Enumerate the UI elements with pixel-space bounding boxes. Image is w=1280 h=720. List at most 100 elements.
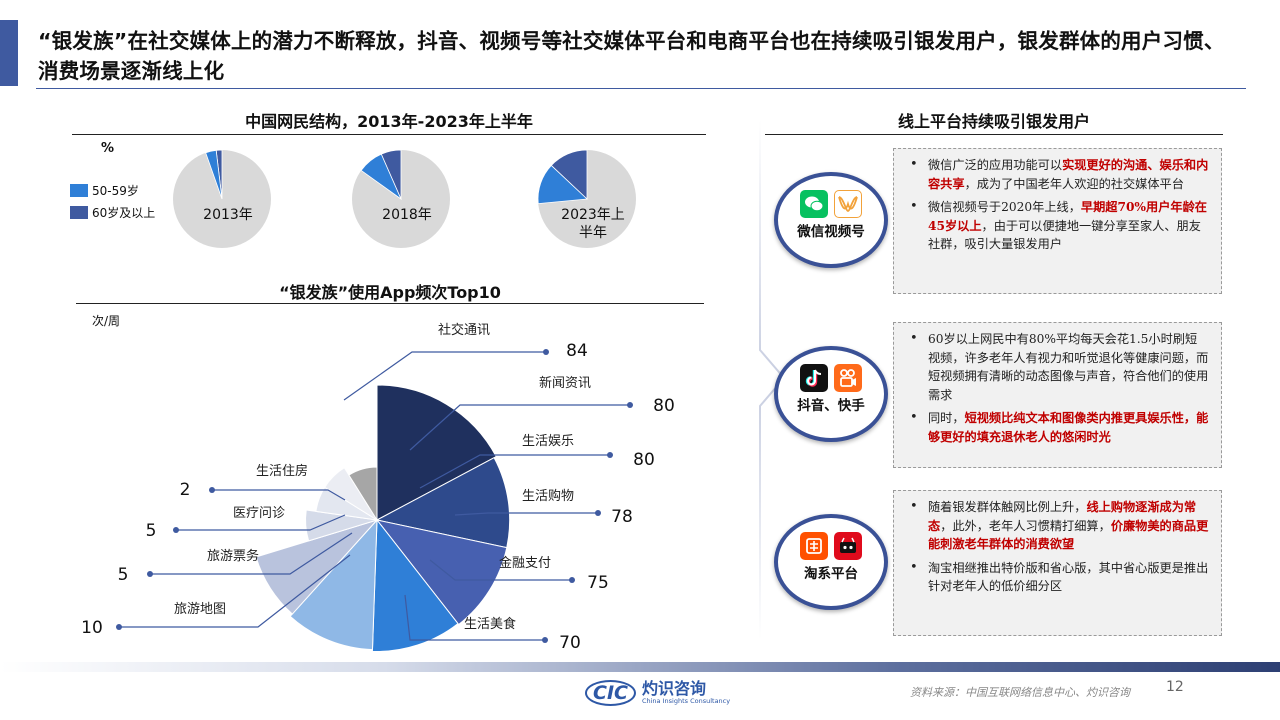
legend-item-60-plus: 60岁及以上 bbox=[70, 204, 155, 221]
card-douyin-bullets: 60岁以上网民中有80%平均每天会花1.5小时刷短视频，许多老年人有视力和听觉退… bbox=[906, 330, 1209, 446]
pie-section-title: 中国网民结构，2013年-2023年上半年 bbox=[245, 112, 533, 131]
card-taobao: 随着银发群体触网比例上升，线上购物逐渐成为常态，此外，老年人习惯精打细算，价廉物… bbox=[893, 490, 1222, 636]
rose-petal bbox=[375, 519, 508, 626]
rose-petal bbox=[255, 518, 379, 615]
card-wechat-channels: 微信广泛的应用功能可以实现更好的沟通、娱乐和内容共享，成为了中国老年人欢迎的社交… bbox=[893, 148, 1222, 294]
card-taobao-bullet-1: 随着银发群体触网比例上升，线上购物逐渐成为常态，此外，老年人习惯精打细算，价廉物… bbox=[906, 498, 1209, 554]
rose-leader-dot bbox=[147, 571, 153, 577]
highlight-text: 价廉物美的商品更能刺激老年群体的消费欲望 bbox=[928, 518, 1209, 552]
rose-section-title: “银发族”使用App频次Top10 bbox=[279, 283, 501, 302]
rose-value-label: 78 bbox=[611, 507, 633, 527]
bullet-text: ，成为了中国老年人欢迎的社交媒体平台 bbox=[964, 176, 1184, 191]
badge-wechat-channels: 微信视频号 bbox=[774, 172, 888, 268]
rose-leader-line bbox=[404, 594, 545, 641]
tmall-icon bbox=[834, 532, 862, 560]
rose-value-label: 80 bbox=[633, 450, 655, 470]
rose-category-label: 生活美食 bbox=[464, 616, 516, 632]
rose-value-label: 80 bbox=[653, 396, 675, 416]
rose-leader-dot bbox=[542, 637, 548, 643]
cic-logo-mark: CIC bbox=[585, 680, 636, 706]
pie-rest-slice bbox=[538, 150, 636, 248]
rose-section-rule bbox=[76, 303, 704, 304]
channels-icon bbox=[834, 190, 862, 218]
highlight-text: 线上购物逐渐成为常态 bbox=[928, 500, 1197, 533]
badge-label-taobao: 淘系平台 bbox=[804, 566, 858, 582]
rose-category-label: 旅游地图 bbox=[174, 602, 226, 617]
rose-value-label: 75 bbox=[587, 573, 609, 593]
rose-leader-dot bbox=[607, 452, 613, 458]
rose-value-label: 70 bbox=[559, 633, 581, 653]
rose-petal bbox=[371, 518, 459, 652]
badge-label-douyin: 抖音、快手 bbox=[797, 398, 865, 414]
badge-taobao: 淘系平台 bbox=[774, 514, 888, 610]
douyin-icon bbox=[800, 364, 828, 392]
rose-value-label: 5 bbox=[146, 521, 157, 541]
pie-slice-50-59 bbox=[205, 149, 223, 200]
rose-category-label: 金融支付 bbox=[499, 555, 551, 571]
rose-leader-dot bbox=[595, 510, 601, 516]
highlight-text: 早期超70%用户年龄在45岁以上 bbox=[928, 200, 1207, 233]
highlight-text: 实现更好的沟通、娱乐和内容共享 bbox=[928, 158, 1209, 191]
legend-item-50-59: 50-59岁 bbox=[70, 182, 139, 199]
rose-value-label: 5 bbox=[118, 565, 129, 585]
rose-leader-line bbox=[419, 454, 610, 489]
card-douyin-kuaishou: 60岁以上网民中有80%平均每天会花1.5小时刷短视频，许多老年人有视力和听觉退… bbox=[893, 322, 1222, 468]
page-number: 12 bbox=[1166, 679, 1184, 695]
rose-leader-line bbox=[212, 489, 346, 501]
bullet-text: ，由于可以便捷地一键分享至家人、朋友社群，吸引大量银发用户 bbox=[928, 218, 1201, 252]
rose-petal bbox=[376, 384, 497, 521]
rose-category-label: 新闻资讯 bbox=[539, 375, 591, 391]
footer-band bbox=[0, 662, 1280, 672]
platform-section-rule bbox=[765, 134, 1223, 135]
pie-category-label: 2013年 bbox=[203, 207, 253, 223]
pie-slice-60-plus bbox=[380, 149, 402, 200]
pie-rest-slice bbox=[173, 150, 271, 248]
title-rule bbox=[36, 88, 1246, 89]
card-wechat-bullet-2: 微信视频号于2020年上线，早期超70%用户年龄在45岁以上，由于可以便捷地一键… bbox=[906, 198, 1209, 254]
bullet-text: ，此外，老年人习惯精打细算， bbox=[940, 518, 1111, 533]
accent-bar bbox=[0, 20, 18, 86]
rose-category-label: 社交通讯 bbox=[438, 322, 490, 338]
wechat-icon bbox=[800, 190, 828, 218]
rose-category-label: 生活购物 bbox=[522, 488, 574, 504]
bullet-text: 微信视频号于2020年上线， bbox=[928, 200, 1081, 214]
rose-leader-dot bbox=[209, 487, 215, 493]
rose-leader-line bbox=[429, 559, 572, 581]
cic-logo: CIC 灼识咨询 China Insights Consultancy bbox=[585, 680, 730, 706]
rose-petal bbox=[315, 486, 378, 521]
rose-petal bbox=[289, 518, 378, 651]
rose-category-label: 生活住房 bbox=[256, 463, 308, 479]
card-douyin-bullet-2: 同时，短视频比纯文本和图像类内推更具娱乐性，能够更好的填充退休老人的悠闲时光 bbox=[906, 409, 1209, 446]
pie-section-rule bbox=[72, 134, 706, 135]
card-taobao-bullets: 随着银发群体触网比例上升，线上购物逐渐成为常态，此外，老年人习惯精打细算，价廉物… bbox=[906, 498, 1209, 596]
rose-leader-dot bbox=[543, 349, 549, 355]
legend-swatch-60-plus bbox=[70, 206, 88, 219]
pie-slice-50-59 bbox=[360, 153, 402, 201]
rose-leader-line bbox=[176, 514, 346, 531]
bullet-text: 随着银发群体触网比例上升， bbox=[928, 500, 1087, 514]
pie-category-label: 2018年 bbox=[382, 207, 432, 223]
rose-leader-line bbox=[119, 554, 351, 628]
rose-leader-line bbox=[150, 532, 353, 575]
kuaishou-icon bbox=[834, 364, 862, 392]
card-wechat-bullet-1: 微信广泛的应用功能可以实现更好的沟通、娱乐和内容共享，成为了中国老年人欢迎的社交… bbox=[906, 156, 1209, 193]
rose-unit-label: 次/周 bbox=[92, 314, 121, 328]
pie-slice-60-plus bbox=[550, 149, 588, 200]
pie-slice-60-plus bbox=[215, 149, 223, 200]
rose-leader-dot bbox=[569, 577, 575, 583]
rose-petal bbox=[375, 457, 511, 549]
page-title: “银发族”在社交媒体上的潜力不断释放，抖音、视频号等社交媒体平台和电商平台也在持… bbox=[38, 29, 1225, 83]
platform-section-title: 线上平台持续吸引银发用户 bbox=[897, 112, 1090, 131]
rose-leader-line bbox=[343, 351, 546, 401]
badge-label-wechat: 微信视频号 bbox=[797, 224, 865, 240]
legend-swatch-50-59 bbox=[70, 184, 88, 197]
rose-leader-line bbox=[454, 512, 598, 516]
badge-douyin-kuaishou: 抖音、快手 bbox=[774, 346, 888, 442]
bullet-text: 60岁以上网民中有80%平均每天会花1.5小时刷短视频，许多老年人有视力和听觉退… bbox=[928, 332, 1209, 402]
rose-petal bbox=[324, 467, 378, 521]
rose-category-label: 生活娱乐 bbox=[522, 434, 574, 449]
rose-value-label: 10 bbox=[81, 618, 103, 638]
rose-category-label: 旅游票务 bbox=[207, 548, 259, 564]
rose-leader-dot bbox=[116, 624, 122, 630]
rose-leader-line bbox=[409, 404, 630, 451]
